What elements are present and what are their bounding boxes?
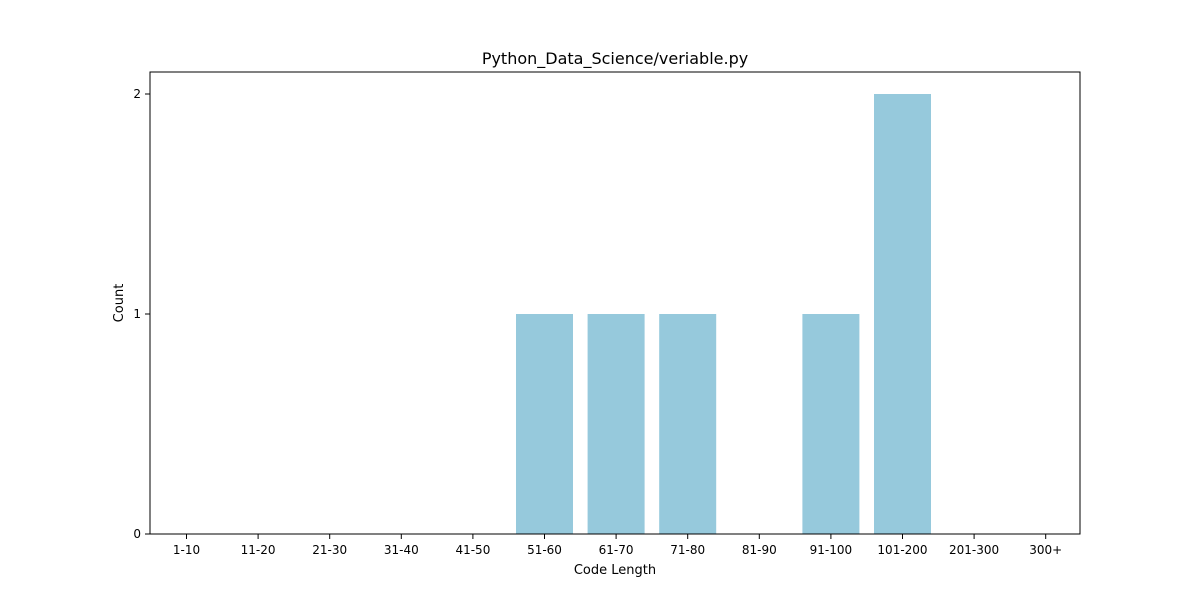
bar-51-60 (516, 314, 573, 534)
x-tick-label: 201-300 (949, 543, 999, 557)
bar-101-200 (874, 94, 931, 534)
x-tick-label: 41-50 (455, 543, 490, 557)
bar-61-70 (587, 314, 645, 534)
x-axis-label: Code Length (574, 563, 656, 578)
x-tick-label: 91-100 (810, 543, 853, 557)
x-tick-label: 31-40 (384, 543, 419, 557)
y-axis-label: Count (112, 284, 127, 323)
bar-71-80 (659, 314, 717, 534)
y-tick-label: 2 (133, 87, 141, 101)
y-tick-label: 1 (133, 307, 141, 321)
bars-group (516, 94, 931, 534)
chart-title: Python_Data_Science/veriable.py (482, 49, 748, 69)
plot-area-frame (149, 71, 1081, 535)
y-tick-label: 0 (133, 527, 141, 541)
x-tick-label: 11-20 (241, 543, 276, 557)
x-tick-label: 61-70 (599, 543, 634, 557)
x-tick-label: 81-90 (742, 543, 777, 557)
x-tick-label: 21-30 (312, 543, 347, 557)
bar-91-100 (802, 314, 860, 534)
x-tick-label: 51-60 (527, 543, 562, 557)
x-tick-label: 101-200 (877, 543, 927, 557)
x-axis-ticks: 1-10 11-20 21-30 31-40 41-50 51-60 61-70 71-80 8… (173, 534, 1062, 557)
x-tick-label: 300+ (1029, 543, 1062, 557)
y-axis-ticks: 0 1 2 (133, 87, 150, 541)
x-tick-label: 71-80 (670, 543, 705, 557)
x-tick-label: 1-10 (173, 543, 200, 557)
